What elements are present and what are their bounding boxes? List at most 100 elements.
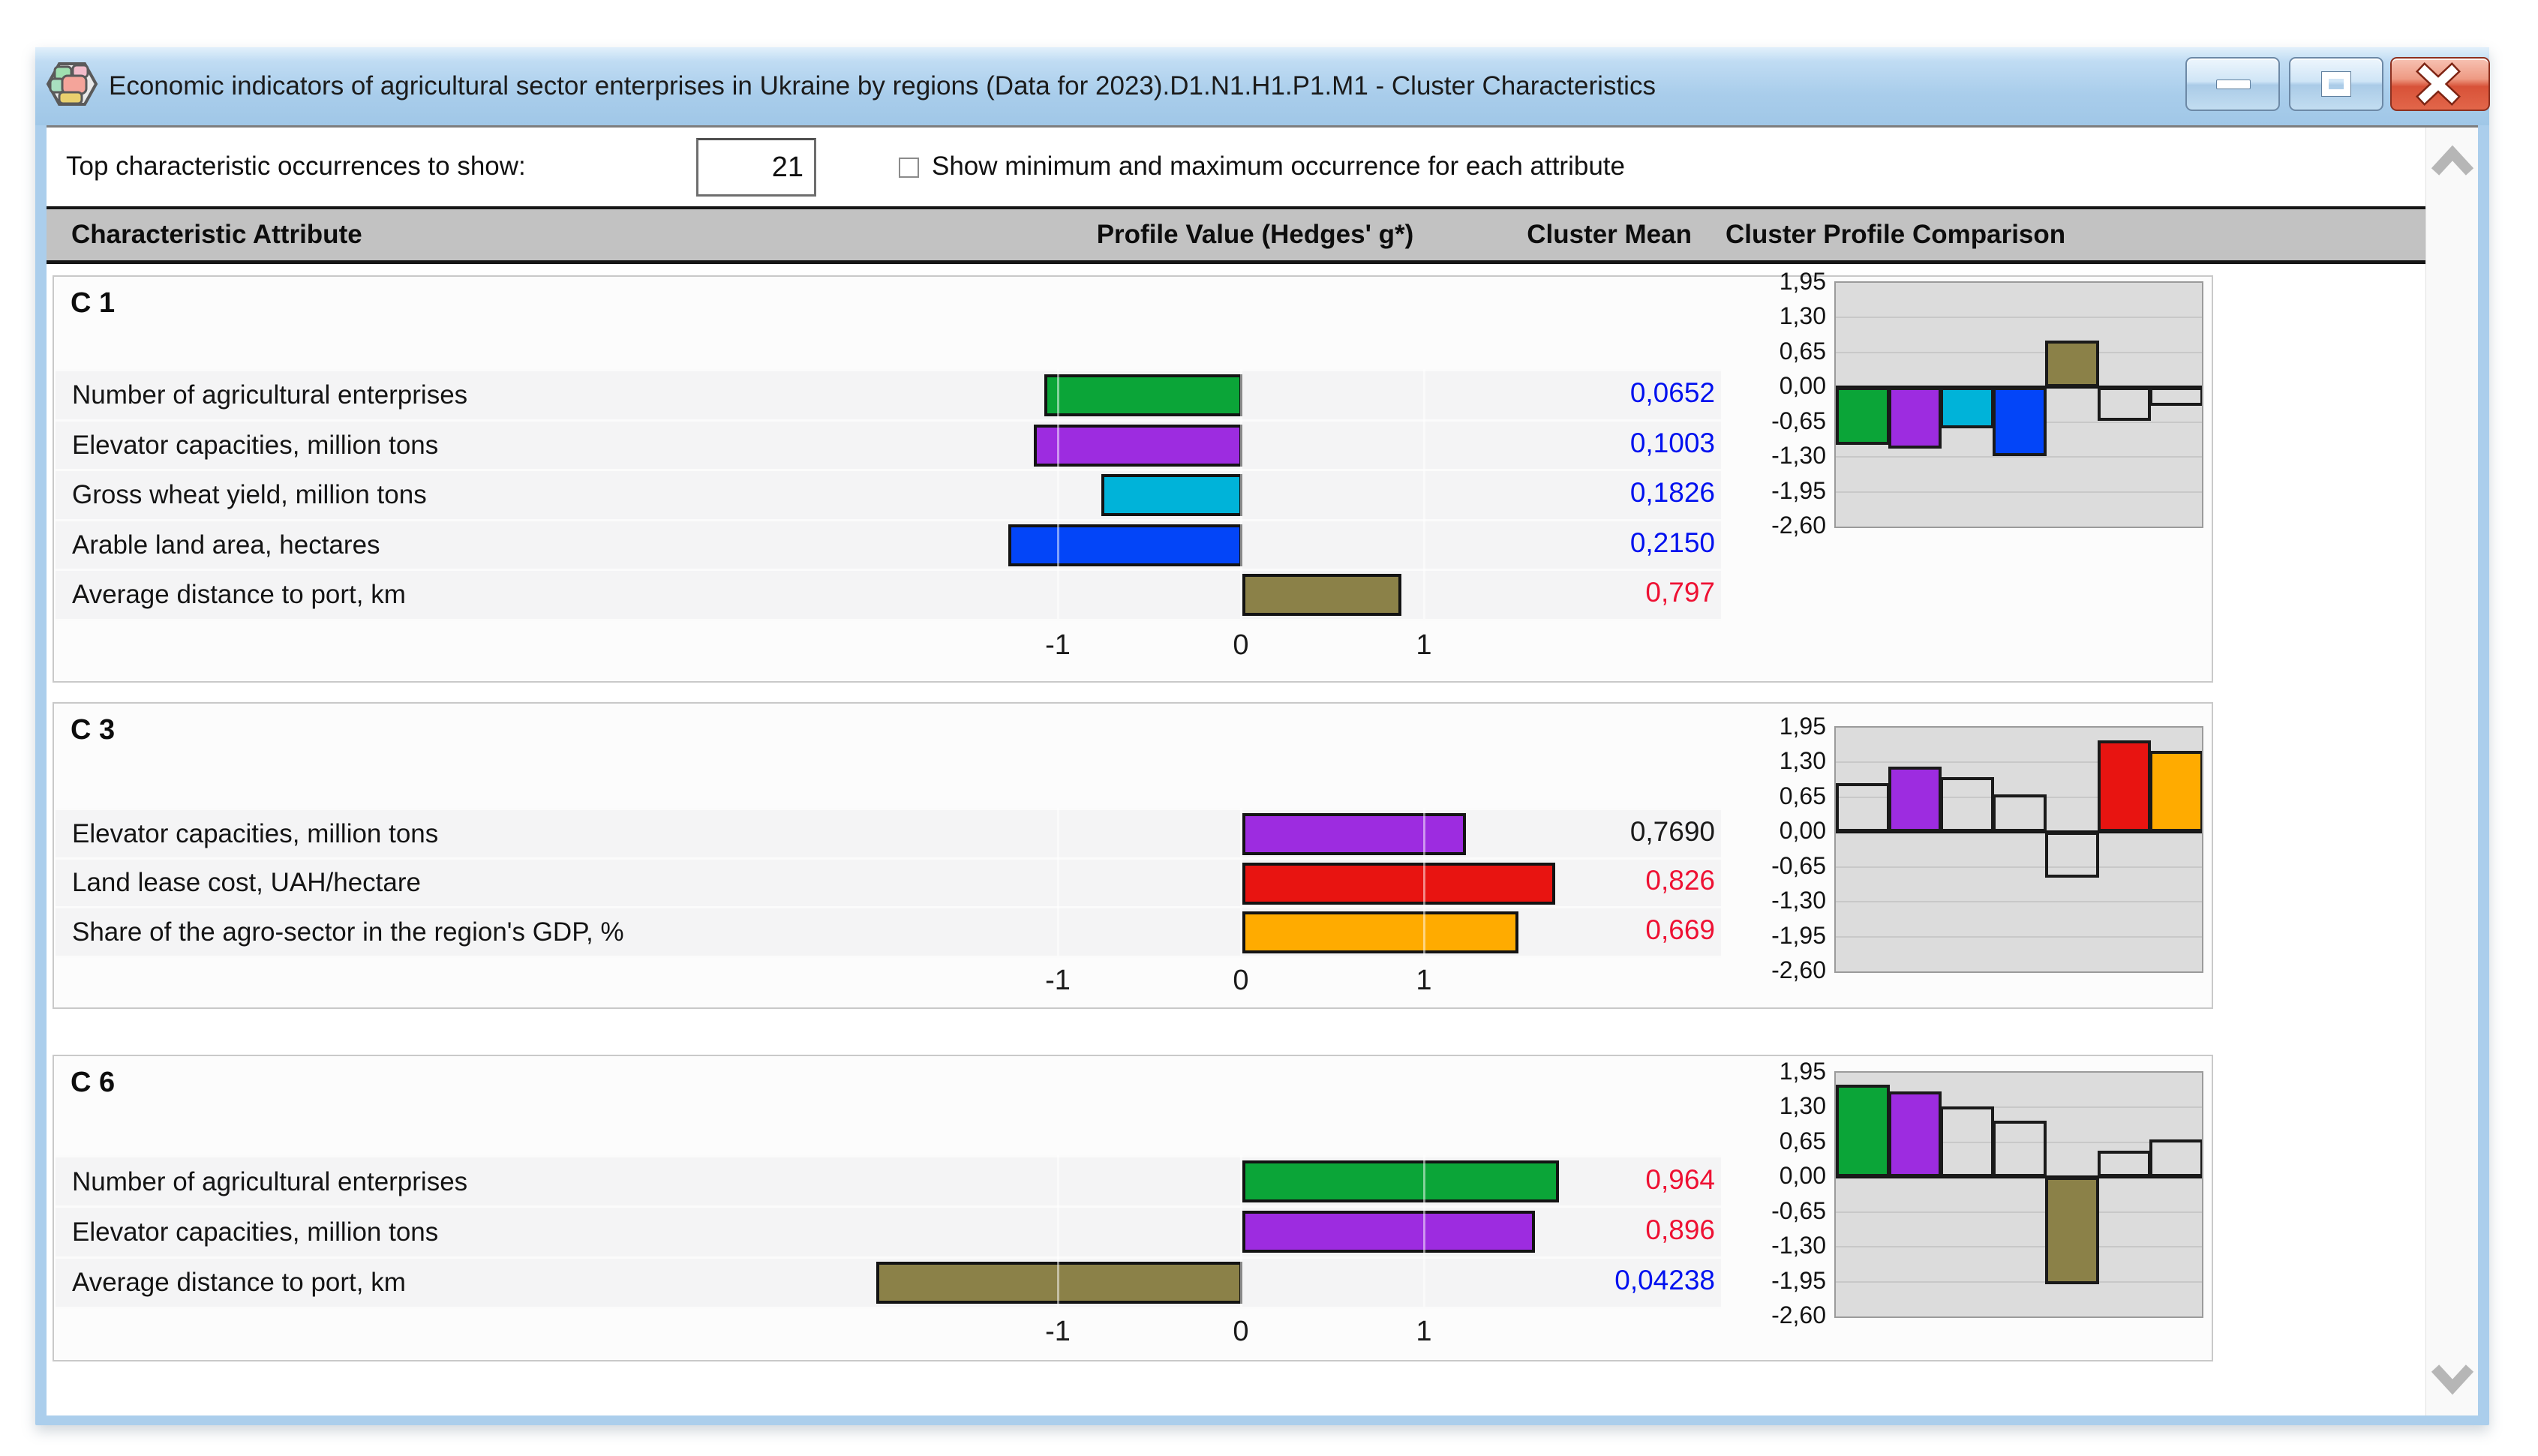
comparison-gridline [1836,796,2202,798]
profile-gridline-overlay [1057,1155,1059,1307]
profile-axis-tick: 1 [1416,629,1432,661]
comparison-axis-tick: 1,95 [1779,268,1826,295]
attribute-row: Average distance to port, km [56,1256,1721,1307]
comparison-axis-tick: -0,65 [1771,851,1826,879]
profile-gridline-overlay [1423,1155,1425,1307]
comparison-axis-tick: -2,60 [1771,956,1826,983]
comparison-gridline [1836,351,2202,353]
comparison-bar [1836,1084,1890,1178]
column-header-characteristic: Characteristic Attribute [71,220,362,249]
comparison-gridline [1836,491,2202,493]
attribute-label: Number of agricultural enterprises [72,380,468,410]
profile-value-bar [1242,911,1519,954]
column-header-profile-value: Profile Value (Hedges' g*) [1096,220,1414,249]
comparison-bar [2149,1139,2202,1178]
profile-value-bar [1242,1160,1560,1202]
cluster-panel-c6: C 6 Number of agricultural enterprises 0,… [53,1055,2213,1361]
minmax-checkbox-label: Show minimum and maximum occurrence for … [932,152,1625,181]
comparison-zero-line [1836,830,2202,834]
profile-value-bar [1242,1211,1536,1253]
comparison-axis-tick: -1,95 [1771,921,1826,949]
comparison-bar [2097,740,2152,833]
comparison-axis-tick: 1,95 [1779,713,1826,740]
scroll-up-icon[interactable] [2431,144,2473,179]
comparison-axis-tick: 0,00 [1779,817,1826,845]
profile-axis-tick: 1 [1416,1316,1432,1347]
attribute-row: Land lease cost, UAH/hectare [56,857,1721,907]
comparison-axis-tick: 0,00 [1779,372,1826,400]
profile-gridline-overlay [1240,1155,1242,1307]
window-title: Economic indicators of agricultural sect… [109,71,1656,101]
comparison-gridline [1836,866,2202,868]
app-icon [46,62,98,106]
comparison-bar [2149,751,2202,833]
comparison-axis-tick: 0,65 [1779,782,1826,809]
comparison-axis-tick: -2,60 [1771,1301,1826,1328]
scrollbar[interactable] [2425,128,2478,1415]
comparison-axis-tick: -1,30 [1771,1232,1826,1259]
cluster-mean-value: 0,826 [1645,865,1715,896]
cluster-mean-value: 0,7690 [1629,815,1715,847]
cluster-mean-value: 0,964 [1645,1163,1715,1195]
comparison-bar [1940,387,1995,429]
profile-axis-tick: 1 [1416,965,1432,996]
comparison-bar [2097,1150,2152,1178]
minimize-icon [2216,80,2251,89]
comparison-axis-tick: 1,30 [1779,747,1826,775]
cluster-title: C 3 [71,714,116,746]
comparison-gridline [1836,901,2202,903]
profile-value-bar [1101,474,1242,516]
comparison-bar [1888,387,1942,449]
minimize-button[interactable] [2185,57,2280,111]
comparison-bar [1888,767,1942,833]
row-separator [56,618,1721,621]
cluster-mean-value: 0,0652 [1629,377,1715,409]
attribute-label: Elevator capacities, million tons [72,818,439,848]
cluster-title: C 6 [71,1067,116,1098]
occurrences-label: Top characteristic occurrences to show: [66,152,526,181]
attribute-label: Share of the agro-sector in the region's… [72,917,624,947]
comparison-bar [1940,776,1995,833]
attribute-row: Elevator capacities, million tons [56,419,1721,469]
scroll-down-icon[interactable] [2431,1361,2473,1396]
attribute-row: Average distance to port, km [56,569,1721,619]
minmax-checkbox[interactable] [899,158,919,178]
comparison-axis-tick: -1,95 [1771,1266,1826,1294]
comparison-gridline [1836,456,2202,458]
comparison-bar [2097,387,2152,421]
profile-gridline-overlay [1057,808,1059,956]
maximize-button[interactable] [2289,57,2383,111]
profile-value-bar [1044,374,1242,416]
profile-axis-tick: 0 [1233,965,1249,996]
comparison-axis-tick: -2,60 [1771,512,1826,539]
occurrences-input[interactable] [696,138,816,197]
comparison-bar [2044,1177,2099,1285]
comparison-gridline [1836,1246,2202,1248]
comparison-axis-tick: 1,95 [1779,1058,1826,1085]
profile-gridline-overlay [1423,369,1425,619]
comparison-bar [1993,1120,2047,1178]
comparison-bar [1993,387,2047,456]
cluster-profile-comparison-chart [1834,281,2203,528]
cluster-profile-comparison-chart [1834,726,2203,973]
close-button[interactable] [2390,57,2490,111]
cluster-mean-value: 0,1003 [1629,427,1715,458]
comparison-gridline [1836,761,2202,764]
attribute-row: Gross wheat yield, million tons [56,469,1721,519]
comparison-bar [1836,387,1890,446]
attribute-row: Number of agricultural enterprises [56,1155,1721,1206]
profile-gridline-overlay [1240,808,1242,956]
attribute-row: Number of agricultural enterprises [56,369,1721,419]
comparison-axis-tick: -1,30 [1771,887,1826,914]
attribute-label: Average distance to port, km [72,580,406,610]
profile-gridline-overlay [1240,369,1242,619]
comparison-axis-tick: 0,00 [1779,1162,1826,1190]
attribute-label: Elevator capacities, million tons [72,1217,439,1247]
comparison-bar [2149,387,2202,406]
profile-value-bar [1242,813,1466,855]
attribute-row: Arable land area, hectares [56,518,1721,569]
profile-value-bar [1033,424,1242,467]
title-bar[interactable]: Economic indicators of agricultural sect… [35,47,2490,125]
comparison-gridline [1836,935,2202,938]
